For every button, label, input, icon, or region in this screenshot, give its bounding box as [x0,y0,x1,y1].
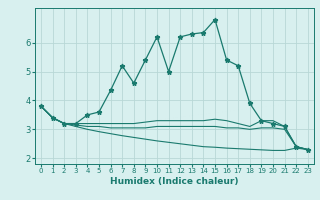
X-axis label: Humidex (Indice chaleur): Humidex (Indice chaleur) [110,177,239,186]
